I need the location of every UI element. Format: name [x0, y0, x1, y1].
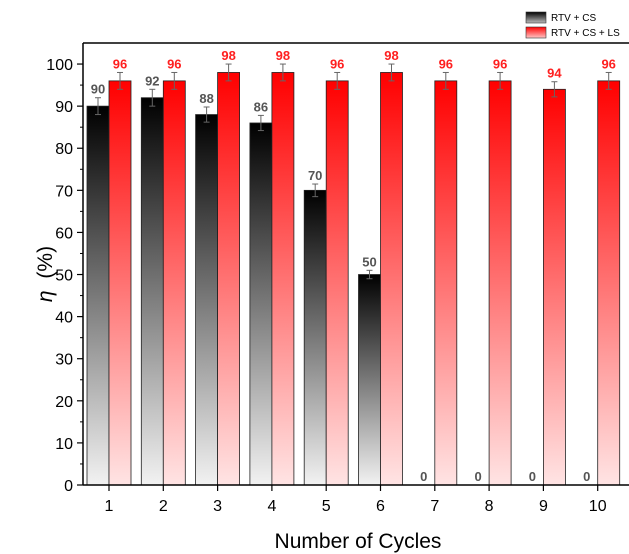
error-bar-rtv-cs-ls-cycle-3 — [225, 63, 232, 82]
bar-rtv-cs-ls-cycle-3 — [217, 72, 241, 486]
data-label-rtv-cs-ls-cycle-9: 94 — [547, 66, 562, 81]
x-tick-label-2: 2 — [159, 498, 168, 515]
bar-rtv-cs-cycle-2 — [140, 97, 164, 486]
x-tick-label-5: 5 — [322, 498, 331, 515]
data-label-rtv-cs-ls-cycle-3: 98 — [221, 48, 235, 63]
legend-item-rtv-cs-ls: RTV + CS + LS — [525, 26, 620, 39]
bar-rtv-cs-ls-cycle-5 — [325, 80, 349, 486]
error-bar-rtv-cs-cycle-5 — [312, 183, 319, 198]
data-label-rtv-cs-cycle-6: 50 — [362, 254, 376, 269]
error-bar-rtv-cs-cycle-1 — [95, 97, 101, 116]
data-label-rtv-cs-cycle-7: 0 — [420, 469, 427, 484]
data-label-rtv-cs-cycle-1: 90 — [91, 82, 105, 97]
legend-item-rtv-cs: RTV + CS — [525, 11, 596, 24]
data-label-rtv-cs-cycle-8: 0 — [474, 469, 481, 484]
bar-rtv-cs-cycle-3 — [195, 114, 219, 486]
bar-rtv-cs-ls-cycle-8 — [488, 80, 512, 486]
bar-rtv-cs-cycle-6 — [358, 274, 381, 486]
data-label-rtv-cs-ls-cycle-1: 96 — [113, 56, 127, 71]
bar-rtv-cs-cycle-1 — [86, 105, 110, 486]
data-label-rtv-cs-ls-cycle-2: 96 — [167, 56, 181, 71]
error-bar-rtv-cs-ls-cycle-10 — [605, 71, 612, 90]
y-tick-label-60: 60 — [55, 225, 73, 242]
y-tick-label-70: 70 — [55, 183, 73, 200]
error-bar-rtv-cs-cycle-3 — [203, 106, 210, 123]
data-label-rtv-cs-cycle-4: 86 — [254, 99, 268, 114]
legend-label-rtv-cs: RTV + CS — [551, 13, 596, 24]
y-axis-symbol: η — [34, 290, 57, 302]
bar-rtv-cs-ls-cycle-7 — [434, 80, 458, 486]
y-axis-title: η (%) — [34, 246, 57, 302]
x-tick-label-8: 8 — [485, 498, 494, 515]
data-label-rtv-cs-cycle-10: 0 — [583, 469, 590, 484]
bar-rtv-cs-cycle-4 — [249, 122, 273, 486]
bar-rtv-cs-ls-cycle-1 — [108, 80, 132, 486]
data-label-rtv-cs-ls-cycle-5: 96 — [330, 56, 344, 71]
y-tick-label-0: 0 — [64, 478, 73, 495]
error-bar-rtv-cs-ls-cycle-8 — [497, 71, 504, 90]
x-tick-label-6: 6 — [376, 498, 385, 515]
y-tick-label-40: 40 — [55, 310, 73, 327]
y-tick-label-80: 80 — [55, 141, 73, 158]
error-bar-rtv-cs-ls-cycle-4 — [279, 63, 286, 82]
data-label-rtv-cs-cycle-3: 88 — [199, 91, 213, 106]
x-tick-label-3: 3 — [213, 498, 222, 515]
bars-layer — [86, 63, 621, 486]
legend-label-rtv-cs-ls: RTV + CS + LS — [551, 28, 620, 39]
y-tick-label-30: 30 — [55, 352, 73, 369]
x-tick-label-7: 7 — [430, 498, 439, 515]
y-axis-unit: (%) — [34, 246, 57, 279]
error-bar-rtv-cs-ls-cycle-7 — [442, 71, 449, 90]
y-tick-label-10: 10 — [55, 436, 73, 453]
bar-rtv-cs-ls-cycle-6 — [380, 72, 403, 486]
bar-rtv-cs-cycle-5 — [303, 189, 327, 486]
legend-swatch-rtv-cs-ls — [525, 26, 547, 39]
error-bar-rtv-cs-cycle-6 — [366, 269, 373, 280]
data-label-rtv-cs-ls-cycle-4: 98 — [276, 48, 290, 63]
bar-rtv-cs-ls-cycle-10 — [597, 80, 621, 486]
legend: RTV + CS RTV + CS + LS — [525, 11, 620, 39]
data-label-rtv-cs-ls-cycle-8: 96 — [493, 56, 507, 71]
y-tick-label-90: 90 — [55, 99, 73, 116]
bar-rtv-cs-ls-cycle-4 — [271, 72, 295, 486]
x-tick-label-9: 9 — [539, 498, 548, 515]
x-tick-label-1: 1 — [105, 498, 114, 515]
data-label-rtv-cs-cycle-2: 92 — [145, 73, 159, 88]
x-tick-label-4: 4 — [267, 498, 276, 515]
bar-rtv-cs-ls-cycle-9 — [543, 88, 566, 486]
error-bar-rtv-cs-ls-cycle-6 — [388, 63, 395, 82]
x-axis-title: Number of Cycles — [275, 530, 442, 553]
error-bar-rtv-cs-ls-cycle-2 — [171, 71, 178, 90]
y-tick-label-100: 100 — [46, 57, 73, 74]
data-label-rtv-cs-cycle-5: 70 — [308, 168, 322, 183]
y-tick-label-50: 50 — [55, 268, 73, 285]
legend-swatch-rtv-cs — [525, 11, 547, 24]
data-labels-layer: 90 96 92 96 88 98 86 98 70 96 50 98 0 96 0 96 0 94 0 96 — [91, 48, 616, 484]
data-label-rtv-cs-ls-cycle-10: 96 — [601, 56, 615, 71]
y-tick-label-20: 20 — [55, 394, 73, 411]
bar-rtv-cs-ls-cycle-2 — [162, 80, 186, 486]
data-label-rtv-cs-ls-cycle-7: 96 — [439, 56, 453, 71]
data-label-rtv-cs-ls-cycle-6: 98 — [384, 48, 398, 63]
error-bar-rtv-cs-ls-cycle-1 — [117, 71, 123, 90]
error-bar-rtv-cs-ls-cycle-9 — [551, 81, 558, 98]
x-tick-label-10: 10 — [589, 498, 607, 515]
error-bar-rtv-cs-cycle-4 — [257, 114, 264, 132]
error-bar-rtv-cs-ls-cycle-5 — [334, 71, 341, 90]
data-label-rtv-cs-cycle-9: 0 — [529, 469, 536, 484]
error-bar-rtv-cs-cycle-2 — [149, 88, 156, 107]
